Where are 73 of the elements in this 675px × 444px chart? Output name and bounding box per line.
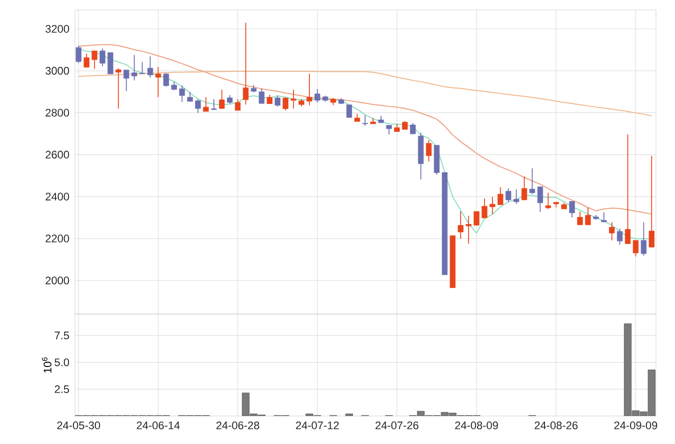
candlestick: [306, 73, 312, 106]
candlestick: [648, 155, 654, 248]
candlestick: [490, 196, 496, 215]
y-tick-label: 2600: [46, 150, 70, 159]
candlestick: [569, 200, 575, 218]
candlestick: [139, 62, 146, 74]
candlestick: [84, 53, 90, 68]
candlestick: [147, 56, 154, 78]
candlestick: [290, 89, 296, 109]
x-tick-label: 24-07-12: [296, 422, 339, 430]
y-tick-label: 3200: [46, 24, 70, 33]
candlestick: [92, 50, 98, 70]
candlestick: [211, 98, 217, 110]
y-tick-label: 2000: [46, 276, 70, 284]
candlestick: [108, 52, 114, 74]
candlestick: [131, 54, 138, 81]
candlestick: [258, 88, 264, 104]
candlestick: [314, 88, 320, 103]
candlestick: [116, 68, 122, 109]
candlestick: [537, 186, 544, 212]
y-tick-label: 2.5: [54, 385, 70, 394]
candlestick: [482, 198, 488, 218]
candlestick: [163, 72, 169, 88]
candlestick: [466, 215, 472, 244]
y-tick-label: 2400: [46, 192, 70, 200]
candlestick: [76, 45, 82, 64]
candlestick: [242, 22, 249, 105]
candlestick: [458, 211, 464, 240]
candlestick: [219, 89, 225, 109]
candlestick: [601, 212, 607, 222]
x-tick-label: 24-08-09: [455, 422, 498, 430]
candlestick: [187, 91, 193, 102]
candlestick: [179, 85, 185, 102]
candlestick: [266, 94, 272, 104]
x-tick-label: 24-07-26: [376, 422, 418, 430]
x-tick-label: 24-06-28: [216, 422, 260, 430]
candlestick: [529, 168, 536, 195]
x-tick-label: 24-05-30: [57, 422, 100, 430]
candlestick: [426, 140, 432, 162]
candlestick: [577, 211, 583, 226]
candlestick: [506, 188, 512, 203]
candlestick: [386, 124, 392, 135]
candlestick: [632, 240, 639, 257]
candlestick: [124, 70, 130, 92]
candlestick: [274, 95, 280, 107]
y-tick-label: 5.0: [54, 358, 70, 366]
candlestick: [585, 207, 591, 226]
x-tick-label: 24-08-26: [534, 422, 578, 430]
y-tick-label: 2200: [46, 234, 70, 242]
x-tick-label: 24-09-09: [614, 422, 658, 430]
y-tick-label: 3000: [46, 66, 70, 75]
candlestick: [203, 96, 209, 112]
candlestick: [155, 66, 161, 98]
candlestick: [410, 122, 416, 134]
y-tick-label: 7.5: [54, 332, 70, 340]
candlestick: [545, 192, 551, 210]
candlestick: [624, 134, 631, 244]
candlestick: [521, 176, 528, 200]
candlestick: [195, 99, 201, 114]
y-tick-label: 2800: [46, 108, 70, 117]
y-axis-title: 10$^{6}$: [42, 357, 52, 373]
candlestick: [234, 98, 241, 111]
candlestick: [609, 222, 615, 241]
candlestick: [616, 228, 623, 246]
candlestick: [474, 211, 480, 226]
candlestick: [100, 48, 106, 67]
candlestick: [640, 222, 646, 256]
candlestick: [498, 186, 504, 206]
candlestick: [362, 114, 368, 126]
x-tick-label: 24-06-14: [136, 422, 180, 430]
candlestick: [346, 104, 352, 118]
candlestick: [282, 96, 288, 111]
candlestick: [514, 189, 520, 204]
